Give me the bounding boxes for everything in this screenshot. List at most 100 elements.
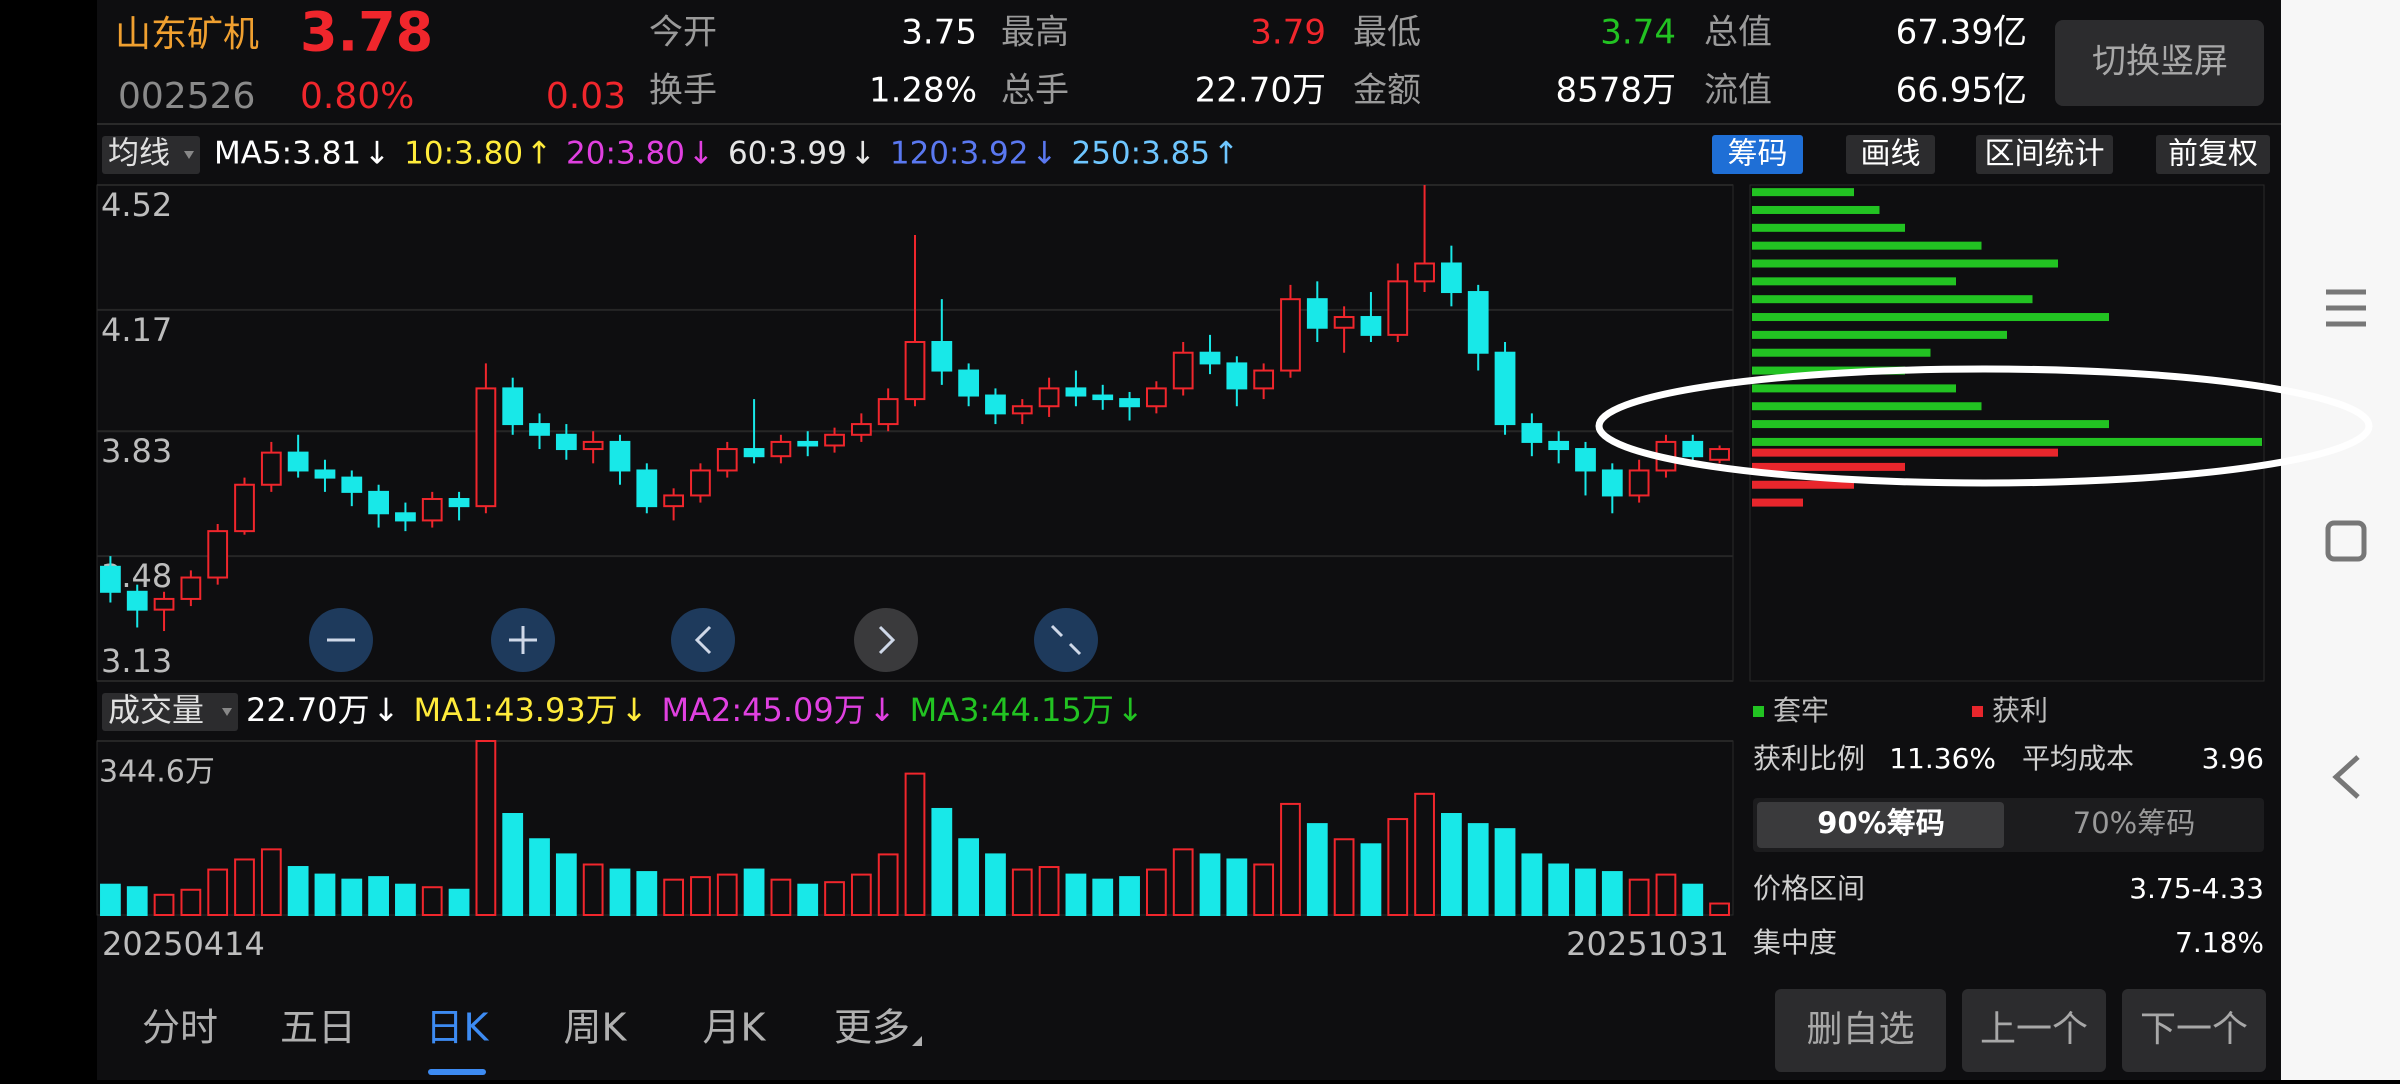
- volume-bar: [690, 876, 711, 916]
- candle-body: [931, 341, 953, 372]
- candle-body: [1467, 291, 1489, 354]
- period-tab[interactable]: 日K: [426, 1006, 490, 1050]
- legend-value: 10:3.80: [404, 136, 523, 172]
- volume-bar: [448, 888, 470, 917]
- volume-bar: [126, 886, 148, 917]
- candle-body: [260, 451, 282, 486]
- stat-label: 最高: [1001, 13, 1069, 53]
- move-right[interactable]: [854, 608, 918, 672]
- volume-bar: [1119, 876, 1140, 916]
- icon: [1050, 624, 1064, 638]
- chip-bar: [1752, 480, 1854, 489]
- stat-value: 66.95亿: [1896, 71, 2027, 111]
- volume-bar: [368, 876, 389, 916]
- stat-label: 价格区间: [1753, 872, 1865, 905]
- period-tab[interactable]: 周K: [564, 1006, 628, 1050]
- stat-label: 总值: [1704, 13, 1772, 53]
- volume-bar: [877, 853, 899, 917]
- volume-bar: [287, 866, 309, 916]
- volume-bar: [1521, 853, 1543, 917]
- candle-body: [770, 440, 792, 458]
- period-tab[interactable]: 更多: [834, 1006, 910, 1050]
- x-start-label: 20250414: [102, 925, 265, 963]
- selector-box[interactable]: [102, 136, 200, 174]
- reset[interactable]: [1034, 608, 1098, 672]
- tab[interactable]: [1712, 135, 1803, 174]
- action-button-label: 上一个: [1980, 1009, 2088, 1050]
- candle-body: [287, 451, 309, 472]
- chip-bar: [1752, 402, 1982, 411]
- legend-label: 套牢: [1773, 694, 1829, 727]
- volume-bar: [1628, 878, 1650, 916]
- chip-bar: [1752, 462, 1905, 471]
- volume-bar: [180, 888, 202, 917]
- stat-value: 3.79: [1250, 13, 1326, 53]
- more-caret: [912, 1036, 922, 1046]
- volume-bar: [234, 858, 255, 916]
- volume-bar: [1441, 813, 1462, 917]
- legend-value: 250:3.85: [1071, 136, 1210, 172]
- stat-label: 今开: [649, 13, 717, 53]
- action-button[interactable]: [1775, 989, 1946, 1072]
- volume-bar: [636, 871, 658, 917]
- nav-icons[interactable]: [2325, 289, 2367, 799]
- chip-bar: [1752, 277, 1956, 286]
- period-tab[interactable]: 五日: [280, 1006, 356, 1050]
- home-icon[interactable]: [2325, 520, 2367, 562]
- icon: [878, 625, 896, 655]
- stock-code: 002526: [118, 76, 255, 117]
- icon: [1068, 642, 1082, 656]
- candle-body: [126, 590, 148, 611]
- zoom-controls[interactable]: [309, 608, 1098, 672]
- stat-label: 总手: [1001, 71, 1069, 111]
- stat-value: 3.96: [2202, 742, 2264, 775]
- volume-bar: [1414, 792, 1435, 917]
- x-end-label: 20251031: [1566, 925, 1729, 963]
- candle-body: [1709, 448, 1730, 461]
- legend-arrow: ↓: [621, 691, 648, 729]
- volume-bar: [904, 772, 926, 917]
- action-button[interactable]: [2122, 989, 2266, 1072]
- back-icon[interactable]: [2332, 755, 2360, 799]
- candle-body: [690, 469, 711, 497]
- tab[interactable]: [1976, 135, 2113, 174]
- toggle-active[interactable]: [1757, 802, 2004, 848]
- candle-body: [636, 469, 658, 508]
- change: 0.03: [546, 76, 626, 117]
- tab-label: 区间统计: [1985, 137, 2105, 172]
- candle-body: [1306, 298, 1328, 329]
- candle-body: [1575, 448, 1596, 472]
- volume-bar: [1199, 853, 1221, 917]
- volume-bar: [1145, 868, 1167, 917]
- tab[interactable]: [2156, 135, 2270, 174]
- candle-body: [1011, 405, 1033, 415]
- tab[interactable]: [1846, 135, 1935, 174]
- volume-bar: [100, 883, 121, 916]
- period-tab[interactable]: 月K: [703, 1006, 767, 1050]
- stat-value: 3.75-4.33: [2129, 872, 2264, 905]
- selector-box[interactable]: [102, 693, 238, 731]
- candle-body: [1601, 469, 1623, 497]
- move-left[interactable]: [671, 608, 735, 672]
- legend-value: MA5:3.81: [214, 136, 361, 172]
- candle-body: [850, 423, 872, 436]
- volume-bar: [770, 878, 792, 916]
- action-button[interactable]: [1962, 989, 2106, 1072]
- stock-price: 3.78: [300, 1, 433, 64]
- candle-body: [1172, 351, 1194, 390]
- selector-caret: [184, 151, 194, 159]
- candle-body: [1065, 387, 1087, 397]
- candle-body: [958, 369, 980, 397]
- chip-bar: [1752, 313, 2109, 322]
- volume-bar: [1575, 868, 1596, 917]
- stat-value: 67.39亿: [1896, 13, 2027, 53]
- orient-button[interactable]: [2055, 20, 2264, 106]
- orient-button-label: 切换竖屏: [2092, 42, 2228, 82]
- volume-bar: [797, 883, 819, 916]
- chip-bar: [1752, 384, 1956, 393]
- volume-tick-label: 344.6万: [99, 755, 215, 790]
- candle-body: [716, 448, 738, 472]
- legend-swatch: [1753, 706, 1764, 717]
- period-tab[interactable]: 分时: [142, 1006, 218, 1050]
